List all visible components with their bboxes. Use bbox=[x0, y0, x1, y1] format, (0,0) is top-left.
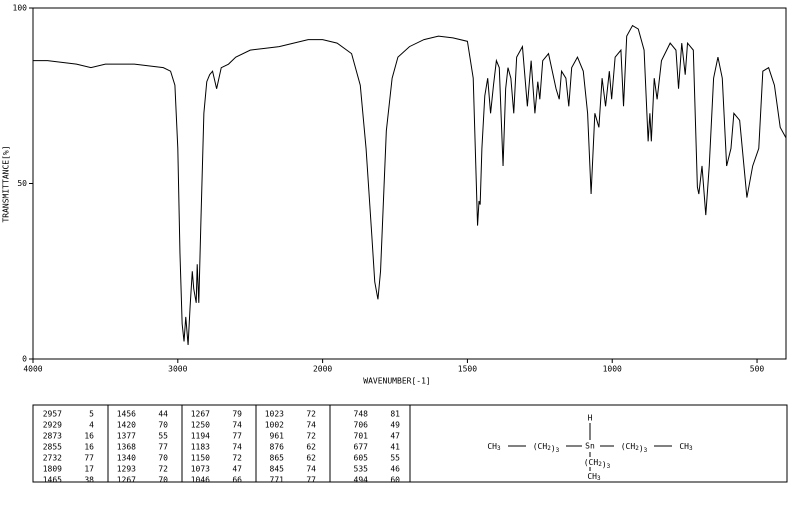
peak-wavenumber: 1456 bbox=[117, 410, 136, 419]
peak-wavenumber: 748 bbox=[354, 410, 369, 419]
peak-wavenumber: 706 bbox=[354, 421, 369, 430]
group-label: (CH2)3 bbox=[621, 442, 648, 454]
peak-wavenumber: 1368 bbox=[117, 443, 136, 452]
peak-transmittance: 70 bbox=[158, 454, 168, 463]
peak-wavenumber: 2855 bbox=[43, 443, 62, 452]
x-tick-label: 1000 bbox=[603, 365, 622, 374]
peak-transmittance: 5 bbox=[89, 410, 94, 419]
peak-wavenumber: 1046 bbox=[191, 476, 210, 485]
peak-transmittance: 46 bbox=[390, 465, 400, 474]
peak-wavenumber: 1340 bbox=[117, 454, 136, 463]
peak-wavenumber: 1420 bbox=[117, 421, 136, 430]
peak-wavenumber: 1150 bbox=[191, 454, 210, 463]
peak-wavenumber: 2873 bbox=[43, 432, 62, 441]
peak-transmittance: 79 bbox=[232, 410, 242, 419]
peak-transmittance: 74 bbox=[232, 443, 242, 452]
peak-wavenumber: 1465 bbox=[43, 476, 62, 485]
peak-transmittance: 49 bbox=[390, 421, 400, 430]
peak-wavenumber: 677 bbox=[354, 443, 369, 452]
peak-wavenumber: 1250 bbox=[191, 421, 210, 430]
peak-transmittance: 81 bbox=[390, 410, 400, 419]
peak-transmittance: 77 bbox=[232, 432, 242, 441]
y-axis-label: TRANSMITTANCE[%] bbox=[2, 145, 11, 222]
peak-transmittance: 62 bbox=[306, 443, 316, 452]
peak-transmittance: 17 bbox=[84, 465, 94, 474]
peak-wavenumber: 2957 bbox=[43, 410, 62, 419]
peak-wavenumber: 1809 bbox=[43, 465, 62, 474]
peak-transmittance: 74 bbox=[306, 421, 316, 430]
x-tick-label: 1500 bbox=[458, 365, 477, 374]
peak-wavenumber: 2929 bbox=[43, 421, 62, 430]
peak-transmittance: 77 bbox=[306, 476, 316, 485]
peak-wavenumber: 1377 bbox=[117, 432, 136, 441]
atom-label: Sn bbox=[585, 442, 595, 451]
peak-wavenumber: 1183 bbox=[191, 443, 210, 452]
peak-transmittance: 16 bbox=[84, 432, 94, 441]
y-tick-label: 50 bbox=[17, 179, 27, 188]
peak-transmittance: 72 bbox=[306, 432, 316, 441]
peak-transmittance: 77 bbox=[84, 454, 94, 463]
peak-transmittance: 74 bbox=[232, 421, 242, 430]
peak-wavenumber: 2732 bbox=[43, 454, 62, 463]
peak-transmittance: 60 bbox=[390, 476, 400, 485]
x-tick-label: 2000 bbox=[313, 365, 332, 374]
peak-transmittance: 72 bbox=[232, 454, 242, 463]
peak-wavenumber: 1194 bbox=[191, 432, 210, 441]
peak-wavenumber: 961 bbox=[270, 432, 285, 441]
peak-transmittance: 66 bbox=[232, 476, 242, 485]
x-tick-label: 500 bbox=[750, 365, 765, 374]
peak-transmittance: 47 bbox=[232, 465, 242, 474]
peak-transmittance: 16 bbox=[84, 443, 94, 452]
group-label: CH3 bbox=[679, 442, 693, 452]
peak-transmittance: 72 bbox=[306, 410, 316, 419]
y-tick-label: 0 bbox=[22, 355, 27, 364]
x-axis-label: WAVENUMBER[-1] bbox=[363, 377, 430, 386]
peak-wavenumber: 1293 bbox=[117, 465, 136, 474]
peak-wavenumber: 771 bbox=[270, 476, 285, 485]
peak-transmittance: 44 bbox=[158, 410, 168, 419]
group-label: (CH2)3 bbox=[533, 442, 560, 454]
peak-wavenumber: 1267 bbox=[117, 476, 136, 485]
peak-wavenumber: 494 bbox=[354, 476, 369, 485]
peak-transmittance: 4 bbox=[89, 421, 94, 430]
peak-transmittance: 72 bbox=[158, 465, 168, 474]
x-tick-label: 3000 bbox=[168, 365, 187, 374]
peak-transmittance: 55 bbox=[158, 432, 168, 441]
peak-wavenumber: 535 bbox=[354, 465, 369, 474]
atom-label: H bbox=[588, 414, 593, 423]
group-label: CH3 bbox=[487, 442, 501, 452]
group-label: CH3 bbox=[587, 472, 601, 482]
peak-transmittance: 38 bbox=[84, 476, 94, 485]
peak-transmittance: 70 bbox=[158, 421, 168, 430]
y-tick-label: 100 bbox=[13, 4, 28, 13]
peak-wavenumber: 701 bbox=[354, 432, 369, 441]
peak-transmittance: 70 bbox=[158, 476, 168, 485]
peak-wavenumber: 876 bbox=[270, 443, 285, 452]
peak-wavenumber: 1073 bbox=[191, 465, 210, 474]
peak-transmittance: 47 bbox=[390, 432, 400, 441]
peak-transmittance: 62 bbox=[306, 454, 316, 463]
peak-transmittance: 41 bbox=[390, 443, 400, 452]
peak-transmittance: 55 bbox=[390, 454, 400, 463]
peak-wavenumber: 1267 bbox=[191, 410, 210, 419]
plot-frame bbox=[32, 7, 787, 360]
peak-wavenumber: 1023 bbox=[265, 410, 284, 419]
group-label: (CH2)3 bbox=[584, 458, 611, 470]
peak-wavenumber: 865 bbox=[270, 454, 285, 463]
spectrum-line bbox=[33, 24, 787, 346]
peak-transmittance: 77 bbox=[158, 443, 168, 452]
peak-wavenumber: 1002 bbox=[265, 421, 284, 430]
x-tick-label: 4000 bbox=[23, 365, 42, 374]
peak-wavenumber: 845 bbox=[270, 465, 285, 474]
peak-transmittance: 74 bbox=[306, 465, 316, 474]
peak-wavenumber: 605 bbox=[354, 454, 369, 463]
